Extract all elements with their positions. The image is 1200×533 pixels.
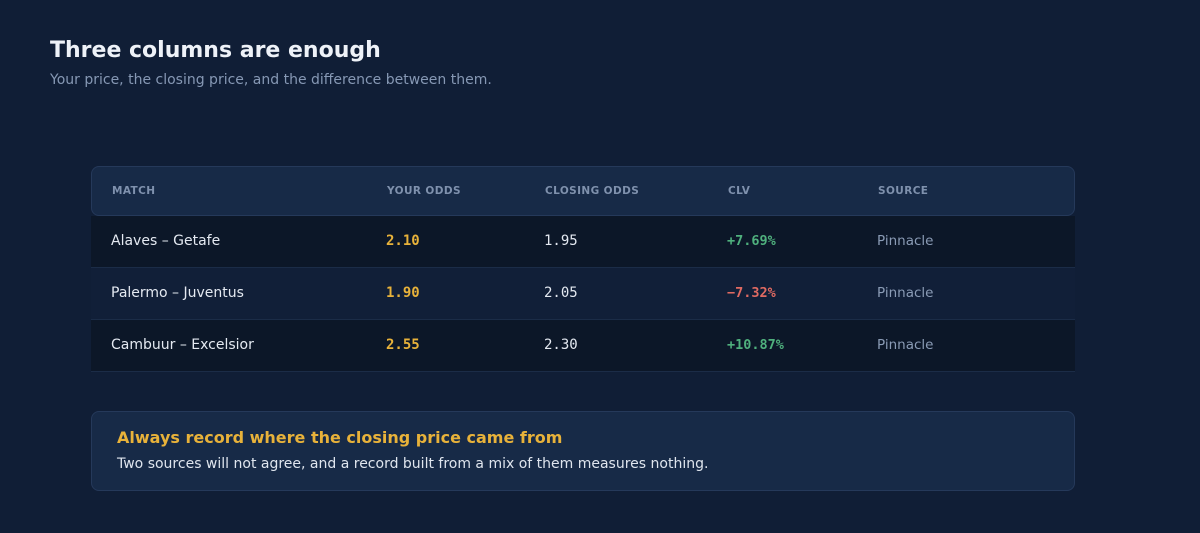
column-header-match: MATCH — [112, 185, 156, 197]
column-header-closing-odds: CLOSING ODDS — [545, 185, 640, 197]
source-cell: Pinnacle — [877, 233, 934, 249]
clv-cell: +10.87% — [727, 337, 784, 353]
column-header-source: SOURCE — [878, 185, 929, 197]
closing-odds-cell: 2.05 — [544, 285, 578, 301]
table-row: Palermo – Juventus 1.90 2.05 −7.32% Pinn… — [91, 268, 1075, 320]
column-header-clv: CLV — [728, 185, 751, 197]
source-cell: Pinnacle — [877, 285, 934, 301]
table-row: Cambuur – Excelsior 2.55 2.30 +10.87% Pi… — [91, 320, 1075, 372]
closing-odds-cell: 2.30 — [544, 337, 578, 353]
callout-body: Two sources will not agree, and a record… — [117, 456, 709, 472]
your-odds-cell: 2.10 — [386, 233, 420, 249]
clv-cell: −7.32% — [727, 285, 776, 301]
match-cell: Alaves – Getafe — [111, 233, 221, 249]
closing-odds-cell: 1.95 — [544, 233, 578, 249]
table-row: Alaves – Getafe 2.10 1.95 +7.69% Pinnacl… — [91, 216, 1075, 268]
clv-cell: +7.69% — [727, 233, 776, 249]
clv-table: MATCH YOUR ODDS CLOSING ODDS CLV SOURCE … — [91, 166, 1075, 372]
source-cell: Pinnacle — [877, 337, 934, 353]
match-cell: Cambuur – Excelsior — [111, 337, 254, 353]
column-header-your-odds: YOUR ODDS — [387, 185, 461, 197]
callout-note: Always record where the closing price ca… — [91, 411, 1075, 491]
callout-title: Always record where the closing price ca… — [117, 428, 563, 447]
your-odds-cell: 1.90 — [386, 285, 420, 301]
your-odds-cell: 2.55 — [386, 337, 420, 353]
match-cell: Palermo – Juventus — [111, 285, 244, 301]
page-title: Three columns are enough — [50, 38, 381, 63]
page-subtitle: Your price, the closing price, and the d… — [50, 72, 492, 88]
table-header: MATCH YOUR ODDS CLOSING ODDS CLV SOURCE — [91, 166, 1075, 216]
